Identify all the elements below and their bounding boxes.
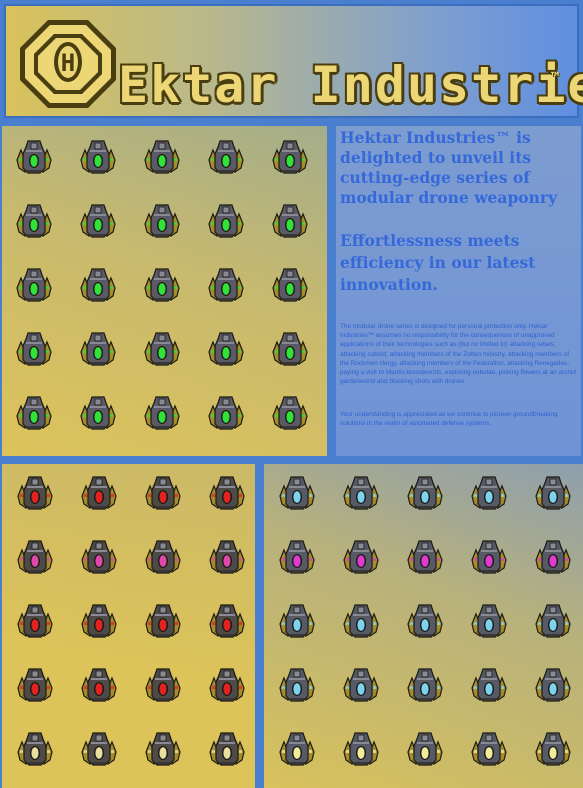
red-core-drone-icon xyxy=(80,474,118,512)
red-core-drone-icon xyxy=(144,538,182,576)
cyan-core-drone-icon xyxy=(534,730,572,768)
cyan-core-drone-icon xyxy=(342,474,380,512)
green-core-drone-icon xyxy=(79,202,117,240)
green-core-drone-icon xyxy=(207,330,245,368)
cyan-core-drone-icon xyxy=(342,730,380,768)
red-core-drone-icon xyxy=(80,538,118,576)
cyan-core-drone-icon xyxy=(406,666,444,704)
cyan-core-drone-icon xyxy=(534,602,572,640)
green-drone-grid xyxy=(2,126,327,456)
cyan-core-drone-icon xyxy=(470,602,508,640)
green-core-drone-icon xyxy=(271,330,309,368)
green-core-drone-icon xyxy=(207,266,245,304)
green-core-drone-icon xyxy=(15,394,53,432)
cyan-core-drone-icon xyxy=(278,474,316,512)
green-core-drone-icon xyxy=(79,394,117,432)
red-core-drone-icon xyxy=(80,666,118,704)
red-core-drone-icon xyxy=(144,666,182,704)
red-core-drone-icon xyxy=(144,730,182,768)
closing-paragraph: Your understanding is appreciated as we … xyxy=(340,411,558,428)
cyan-core-drone-icon xyxy=(406,730,444,768)
green-core-drone-icon xyxy=(143,138,181,176)
green-core-drone-icon xyxy=(207,394,245,432)
cyan-core-drone-icon xyxy=(470,538,508,576)
cyan-core-drone-icon xyxy=(534,666,572,704)
red-drone-grid xyxy=(2,464,255,788)
red-core-drone-icon xyxy=(208,666,246,704)
red-core-drone-icon xyxy=(144,602,182,640)
company-name: Ektar Industries xyxy=(118,56,583,114)
green-core-drone-icon xyxy=(143,202,181,240)
red-core-drone-icon xyxy=(16,602,54,640)
cyan-core-drone-icon xyxy=(406,474,444,512)
cyan-core-drone-icon xyxy=(470,730,508,768)
green-core-drone-icon xyxy=(79,330,117,368)
header-banner: H Ektar Industries ™ xyxy=(4,4,583,118)
red-core-drone-icon xyxy=(16,474,54,512)
green-core-drone-icon xyxy=(143,394,181,432)
cyan-core-drone-icon xyxy=(534,538,572,576)
green-core-drone-icon xyxy=(207,202,245,240)
red-core-drone-icon xyxy=(208,474,246,512)
hektar-logo-icon: H xyxy=(20,20,116,108)
red-core-drone-icon xyxy=(208,538,246,576)
green-core-drone-icon xyxy=(15,266,53,304)
cyan-core-drone-icon xyxy=(278,538,316,576)
cyan-core-drone-icon xyxy=(534,474,572,512)
cyan-core-drone-icon xyxy=(342,666,380,704)
promo-text-panel: Hektar Industries™ is delighted to unvei… xyxy=(336,126,581,456)
cyan-core-drone-icon xyxy=(406,538,444,576)
logo-letter: H xyxy=(61,49,75,77)
green-core-drone-icon xyxy=(143,330,181,368)
cyan-core-drone-icon xyxy=(406,602,444,640)
green-core-drone-icon xyxy=(15,138,53,176)
red-core-drone-icon xyxy=(80,730,118,768)
red-core-drone-icon xyxy=(80,602,118,640)
cyan-core-drone-icon xyxy=(278,666,316,704)
disclaimer-paragraph: The modular drone series is designed for… xyxy=(340,323,576,386)
red-core-drone-icon xyxy=(144,474,182,512)
cyan-core-drone-icon xyxy=(470,666,508,704)
green-core-drone-icon xyxy=(271,138,309,176)
green-core-drone-icon xyxy=(271,266,309,304)
red-core-drone-icon xyxy=(16,666,54,704)
green-core-drone-icon xyxy=(207,138,245,176)
red-core-drone-icon xyxy=(16,730,54,768)
green-core-drone-icon xyxy=(79,266,117,304)
cyan-core-drone-icon xyxy=(278,602,316,640)
green-core-drone-icon xyxy=(271,202,309,240)
trademark-symbol: ™ xyxy=(551,70,560,86)
green-core-drone-icon xyxy=(143,266,181,304)
cyan-core-drone-icon xyxy=(278,730,316,768)
green-core-drone-icon xyxy=(79,138,117,176)
red-core-drone-icon xyxy=(208,730,246,768)
cyan-core-drone-icon xyxy=(342,538,380,576)
cyan-core-drone-icon xyxy=(342,602,380,640)
green-core-drone-icon xyxy=(15,330,53,368)
cyan-drone-grid xyxy=(264,464,583,788)
promo-subheadline: Effortlessness meets efficiency in our l… xyxy=(340,231,536,294)
green-core-drone-icon xyxy=(271,394,309,432)
red-core-drone-icon xyxy=(208,602,246,640)
green-core-drone-icon xyxy=(15,202,53,240)
red-core-drone-icon xyxy=(16,538,54,576)
promo-headline: Hektar Industries™ is delighted to unvei… xyxy=(340,128,558,207)
cyan-core-drone-icon xyxy=(470,474,508,512)
